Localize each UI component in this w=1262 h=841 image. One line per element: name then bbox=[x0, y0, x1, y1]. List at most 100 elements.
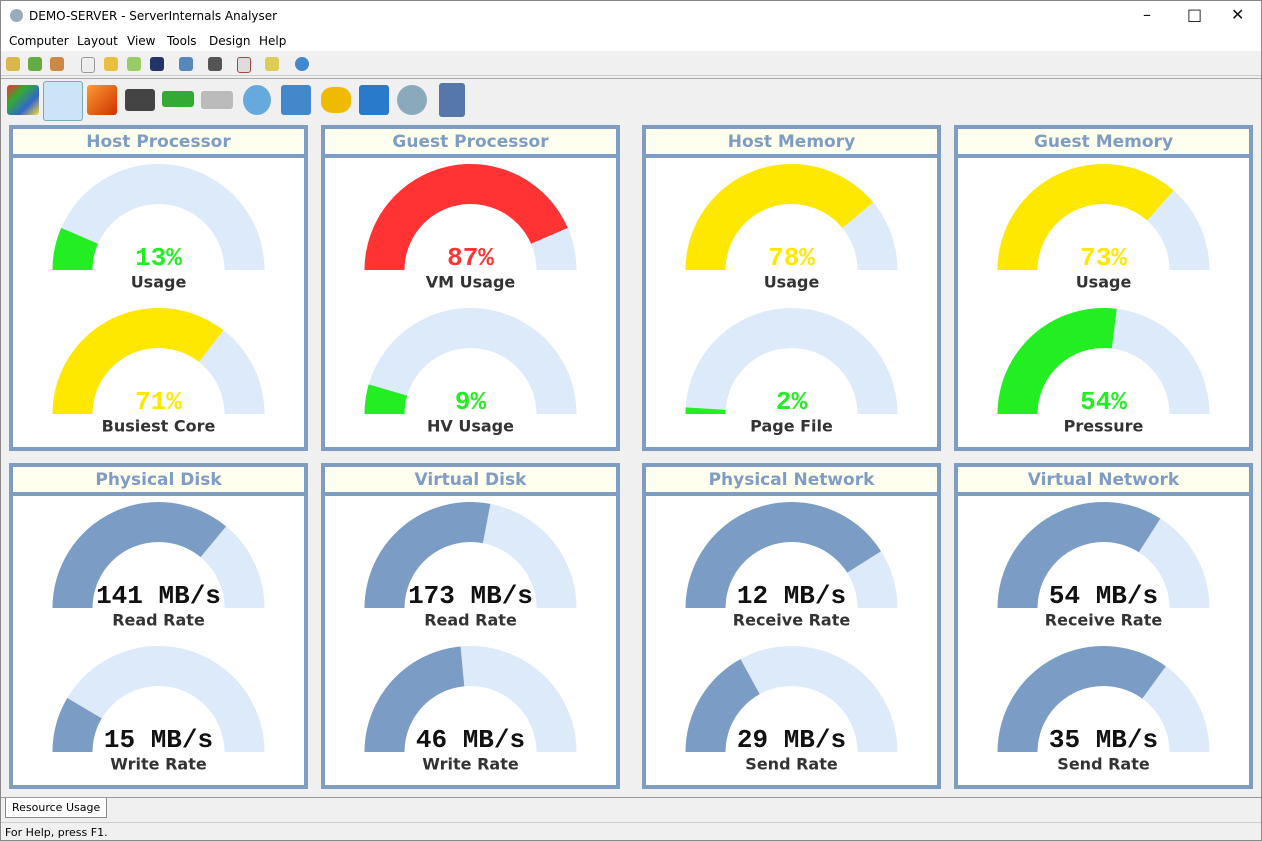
view-button[interactable] bbox=[439, 83, 465, 117]
panel-header bbox=[646, 467, 937, 493]
panel-title: Host Memory bbox=[728, 132, 855, 152]
minimize-button[interactable]: – bbox=[1143, 5, 1151, 24]
tool-button[interactable] bbox=[50, 57, 64, 71]
gauge-value: 78% bbox=[768, 243, 815, 273]
gauge-value: 71% bbox=[135, 387, 182, 417]
panel-header bbox=[13, 129, 304, 155]
menu-bar: Computer Layout View Tools Design Help bbox=[1, 31, 1261, 51]
dashboard: Host Processor 13% Usage 71% Busiest Core Gue… bbox=[1, 121, 1261, 796]
view-button[interactable] bbox=[359, 85, 389, 115]
gauge-fill bbox=[997, 308, 1117, 414]
gauge-value: 141 MB/s bbox=[96, 581, 221, 611]
tool-button[interactable] bbox=[150, 57, 164, 71]
tool-button[interactable] bbox=[237, 57, 251, 73]
view-button[interactable] bbox=[162, 91, 194, 107]
tool-button[interactable] bbox=[81, 57, 95, 73]
gauge-label: Read Rate bbox=[424, 611, 517, 630]
gauge-fill bbox=[364, 502, 491, 608]
view-button[interactable] bbox=[321, 87, 351, 113]
gauge-value: 29 MB/s bbox=[737, 725, 846, 755]
tool-button[interactable] bbox=[127, 57, 141, 71]
gauge-label: Write Rate bbox=[110, 755, 207, 774]
gauge-fill bbox=[685, 164, 874, 270]
gauge-label: Usage bbox=[131, 273, 187, 292]
view-button[interactable] bbox=[125, 89, 155, 111]
gauge-fill bbox=[997, 164, 1174, 270]
menu-item[interactable]: Tools bbox=[167, 34, 197, 48]
view-button[interactable] bbox=[397, 85, 427, 115]
gauge-label: Page File bbox=[750, 417, 833, 436]
tab-bar: Resource Usage bbox=[1, 797, 1261, 820]
panel-title: Virtual Network bbox=[1028, 470, 1180, 490]
gauge-value: 2% bbox=[776, 387, 808, 417]
view-button[interactable] bbox=[43, 81, 83, 121]
panel-header bbox=[958, 129, 1249, 155]
menu-item[interactable]: Layout bbox=[77, 34, 118, 48]
tool-button[interactable] bbox=[295, 57, 309, 71]
view-button[interactable] bbox=[281, 85, 311, 115]
gauge-track bbox=[364, 308, 577, 414]
panel-title: Virtual Disk bbox=[415, 470, 528, 490]
gauge-value: 54% bbox=[1080, 387, 1127, 417]
gauge-value: 73% bbox=[1080, 243, 1127, 273]
panel-header bbox=[13, 467, 304, 493]
panel-header bbox=[646, 129, 937, 155]
title-bar: DEMO-SERVER - ServerInternals Analyser –… bbox=[1, 1, 1261, 31]
gauge-fill bbox=[685, 501, 881, 608]
close-button[interactable]: ✕ bbox=[1231, 5, 1245, 24]
panel-header bbox=[325, 467, 616, 493]
panel-title: Physical Network bbox=[709, 470, 876, 490]
toolbar bbox=[1, 53, 1261, 76]
tool-button[interactable] bbox=[265, 57, 279, 71]
gauge-fill bbox=[364, 384, 408, 414]
tool-button[interactable] bbox=[104, 57, 118, 71]
gauge-label: HV Usage bbox=[427, 417, 514, 436]
gauge-value: 13% bbox=[135, 243, 182, 273]
gauge-value: 35 MB/s bbox=[1049, 725, 1158, 755]
panel-title: Host Processor bbox=[86, 132, 231, 152]
panel-header bbox=[325, 129, 616, 155]
gauge-value: 54 MB/s bbox=[1049, 581, 1158, 611]
gauge-label: Write Rate bbox=[422, 755, 519, 774]
window-title: DEMO-SERVER - ServerInternals Analyser bbox=[29, 9, 278, 23]
gauge-fill bbox=[364, 646, 465, 752]
status-text: For Help, press F1. bbox=[5, 826, 108, 839]
gauge-label: Read Rate bbox=[112, 611, 205, 630]
status-bar: For Help, press F1. bbox=[1, 822, 1261, 840]
menu-item[interactable]: View bbox=[127, 34, 156, 48]
maximize-button[interactable]: □ bbox=[1187, 5, 1203, 24]
gauge-fill bbox=[997, 645, 1166, 752]
tool-button[interactable] bbox=[28, 57, 42, 71]
gauge-value: 87% bbox=[447, 243, 494, 273]
tool-button[interactable] bbox=[6, 57, 20, 71]
gauge-label: Receive Rate bbox=[1045, 611, 1163, 630]
view-button[interactable] bbox=[7, 85, 39, 115]
gauge-value: 12 MB/s bbox=[737, 581, 846, 611]
tool-button[interactable] bbox=[208, 57, 222, 71]
panel-title: Physical Disk bbox=[95, 470, 222, 490]
tab[interactable]: Resource Usage bbox=[5, 798, 108, 818]
view-button[interactable] bbox=[243, 85, 271, 115]
gauge-fill bbox=[364, 164, 568, 270]
gauge-fill bbox=[52, 502, 227, 608]
gauge-fill bbox=[52, 698, 102, 752]
gauge-fill bbox=[685, 659, 760, 752]
view-button[interactable] bbox=[201, 91, 233, 109]
menu-item[interactable]: Computer bbox=[9, 34, 69, 48]
gauge-value: 173 MB/s bbox=[408, 581, 533, 611]
panel-header bbox=[958, 467, 1249, 493]
menu-item[interactable]: Design bbox=[209, 34, 251, 48]
tool-button[interactable] bbox=[179, 57, 193, 71]
gauge-label: Usage bbox=[764, 273, 820, 292]
menu-item[interactable]: Help bbox=[259, 34, 287, 48]
gauge-value: 46 MB/s bbox=[416, 725, 525, 755]
gauge-fill bbox=[52, 307, 224, 414]
gauge-value: 9% bbox=[455, 387, 487, 417]
gauge-track bbox=[52, 164, 265, 270]
view-toolbar bbox=[1, 78, 1261, 121]
gauge-label: VM Usage bbox=[426, 273, 516, 292]
view-button[interactable] bbox=[87, 85, 117, 115]
